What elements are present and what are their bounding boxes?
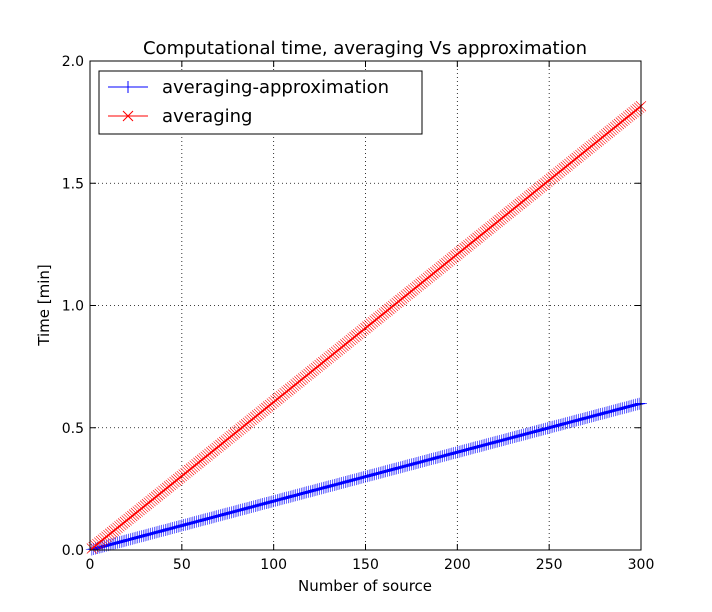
legend-marker-x <box>122 110 134 122</box>
y-tick-label: 1.0 <box>62 299 84 315</box>
legend-marker-plus <box>122 81 134 93</box>
x-tick-label: 100 <box>260 557 287 573</box>
x-tick-label: 300 <box>628 557 655 573</box>
y-tick-label: 2.0 <box>62 54 84 70</box>
legend-label-averaging-approximation: averaging-approximation <box>162 77 389 98</box>
legend-label-averaging: averaging <box>162 106 252 127</box>
x-tick-label: 200 <box>444 557 471 573</box>
chart-title: Computational time, averaging Vs approxi… <box>143 38 587 59</box>
legend-box <box>98 70 423 135</box>
ticks: 0 50 100 150 200 250 300 0.0 0.5 1.0 1.5 2.0 <box>62 54 655 573</box>
x-axis-label: Number of source <box>298 577 432 595</box>
series-markers <box>86 101 647 554</box>
y-tick-label: 1.5 <box>62 176 84 192</box>
x-tick-label: 50 <box>173 557 191 573</box>
x-tick-label: 250 <box>536 557 563 573</box>
y-tick-label: 0.5 <box>62 421 84 437</box>
series-layer <box>85 101 647 556</box>
series-averaging <box>86 101 647 554</box>
x-tick-label: 150 <box>352 557 379 573</box>
x-tick-label: 0 <box>86 557 95 573</box>
y-axis-label: Time [min] <box>35 264 53 346</box>
y-tick-label: 0.0 <box>62 543 84 559</box>
legend: averaging-approximation averaging <box>98 70 423 135</box>
